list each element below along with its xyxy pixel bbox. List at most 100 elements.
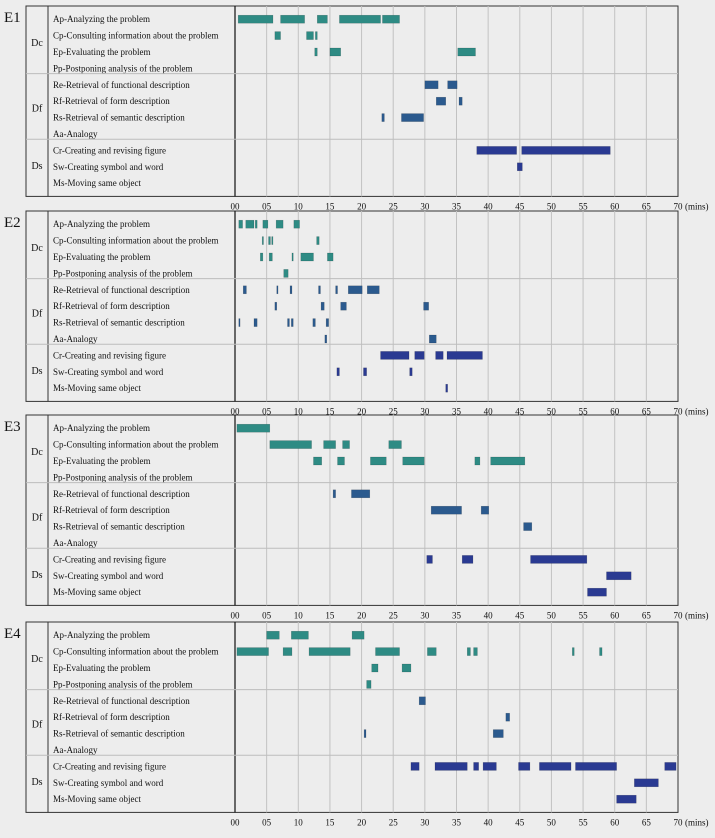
- timeline-bar: [245, 219, 255, 229]
- timeline-bar: [261, 236, 264, 245]
- group-label: Dc: [31, 243, 43, 254]
- x-tick-label: 20: [357, 406, 367, 416]
- timeline-bar: [238, 219, 243, 229]
- x-tick-label: 25: [389, 406, 399, 416]
- row-label: Ep-Evaluating the problem: [53, 456, 150, 466]
- row-label: Re-Retrieval of functional description: [53, 285, 190, 295]
- x-tick-label: 10: [294, 817, 304, 827]
- x-tick-label: 30: [420, 817, 430, 827]
- timeline-bar: [269, 440, 312, 449]
- timeline-bar: [587, 587, 607, 597]
- x-tick-label: 60: [610, 406, 620, 416]
- x-tick-label: 40: [484, 201, 494, 211]
- x-unit-label: (mins): [685, 610, 709, 620]
- timeline-bar: [476, 146, 517, 155]
- x-tick-label: 70: [674, 201, 684, 211]
- timeline-bar: [268, 252, 273, 262]
- timeline-bar: [348, 285, 363, 295]
- x-tick-label: 15: [325, 817, 335, 827]
- x-tick-label: 25: [389, 817, 399, 827]
- timeline-bar: [280, 14, 305, 24]
- timeline-bar: [316, 236, 320, 245]
- timeline-bar: [370, 456, 387, 466]
- x-tick-label: 15: [325, 610, 335, 620]
- timeline-bar: [414, 351, 425, 360]
- x-tick-label: 60: [610, 201, 620, 211]
- timeline-bar: [293, 219, 300, 229]
- timeline-bar: [291, 318, 294, 327]
- timeline-bar: [323, 440, 336, 449]
- x-tick-label: 45: [515, 817, 525, 827]
- timeline-bar: [599, 647, 603, 656]
- row-label: Aa-Analogy: [53, 334, 98, 344]
- x-tick-label: 65: [642, 201, 652, 211]
- timeline-bar: [457, 47, 476, 57]
- timeline-bar: [342, 440, 350, 449]
- row-label: Pp-Postponing analysis of the problem: [53, 63, 193, 73]
- timeline-bar: [380, 351, 410, 360]
- x-tick-label: 15: [325, 201, 335, 211]
- x-tick-label: 20: [357, 817, 367, 827]
- timeline-bar: [282, 647, 293, 656]
- x-tick-label: 45: [515, 610, 525, 620]
- panel-label: E2: [4, 215, 21, 231]
- timeline-bar: [517, 162, 523, 172]
- row-label: Re-Retrieval of functional description: [53, 489, 190, 499]
- panel-frame: [25, 414, 679, 606]
- timeline-bar: [289, 285, 293, 295]
- timeline-bar: [306, 31, 314, 40]
- x-tick-label: 35: [452, 817, 462, 827]
- timeline-bar: [572, 647, 575, 656]
- timeline-bar: [300, 252, 314, 262]
- x-tick-label: 20: [357, 610, 367, 620]
- panel-label: E4: [4, 626, 21, 642]
- timeline-bar: [664, 762, 677, 771]
- timeline-bar: [337, 456, 345, 466]
- timeline-bar: [275, 219, 284, 229]
- timeline-bar: [366, 680, 372, 689]
- timeline-bar: [335, 285, 338, 295]
- timeline-bar: [447, 80, 458, 90]
- row-label: Rf-Retrieval of form description: [53, 712, 170, 722]
- timeline-bar: [490, 456, 526, 466]
- timeline-bar: [325, 318, 329, 327]
- row-label: Rs-Retrieval of semantic description: [53, 113, 185, 123]
- row-label: Cp-Consulting information about the prob…: [53, 647, 218, 657]
- timeline-bar: [324, 334, 328, 344]
- timeline-bar: [445, 383, 448, 393]
- x-tick-label: 70: [674, 610, 684, 620]
- x-tick-label: 55: [579, 406, 589, 416]
- x-tick-label: 40: [484, 817, 494, 827]
- timeline-bar: [523, 522, 533, 531]
- x-unit-label: (mins): [685, 406, 709, 416]
- timeline-bar: [467, 647, 471, 656]
- row-label: Ep-Evaluating the problem: [53, 47, 150, 57]
- row-label: Sw-Creating symbol and word: [53, 162, 164, 172]
- group-label: Dc: [31, 447, 43, 458]
- timeline-bar: [424, 80, 439, 90]
- timeline-bar: [521, 146, 611, 155]
- x-tick-label: 55: [579, 817, 589, 827]
- x-tick-label: 35: [452, 610, 462, 620]
- timeline-bar: [575, 762, 617, 771]
- group-label: Dc: [31, 654, 43, 665]
- group-label: Dc: [31, 38, 43, 49]
- timeline-bar: [339, 14, 381, 24]
- x-tick-label: 40: [484, 610, 494, 620]
- row-label: Rf-Retrieval of form description: [53, 96, 170, 106]
- x-tick-label: 00: [231, 406, 241, 416]
- timeline-bar: [482, 762, 497, 771]
- timeline-bar: [318, 285, 321, 295]
- x-tick-label: 05: [262, 201, 272, 211]
- row-label: Cr-Creating and revising figure: [53, 145, 166, 155]
- x-unit-label: (mins): [685, 201, 709, 211]
- timeline-bar: [401, 113, 424, 122]
- group-label: Df: [32, 308, 43, 319]
- x-tick-label: 45: [515, 406, 525, 416]
- timeline-bar: [266, 630, 280, 640]
- x-tick-label: 50: [547, 406, 557, 416]
- timeline-bar: [274, 31, 281, 40]
- timeline-bar: [363, 367, 367, 377]
- timeline-bar: [327, 252, 334, 262]
- timeline-bar: [332, 489, 336, 499]
